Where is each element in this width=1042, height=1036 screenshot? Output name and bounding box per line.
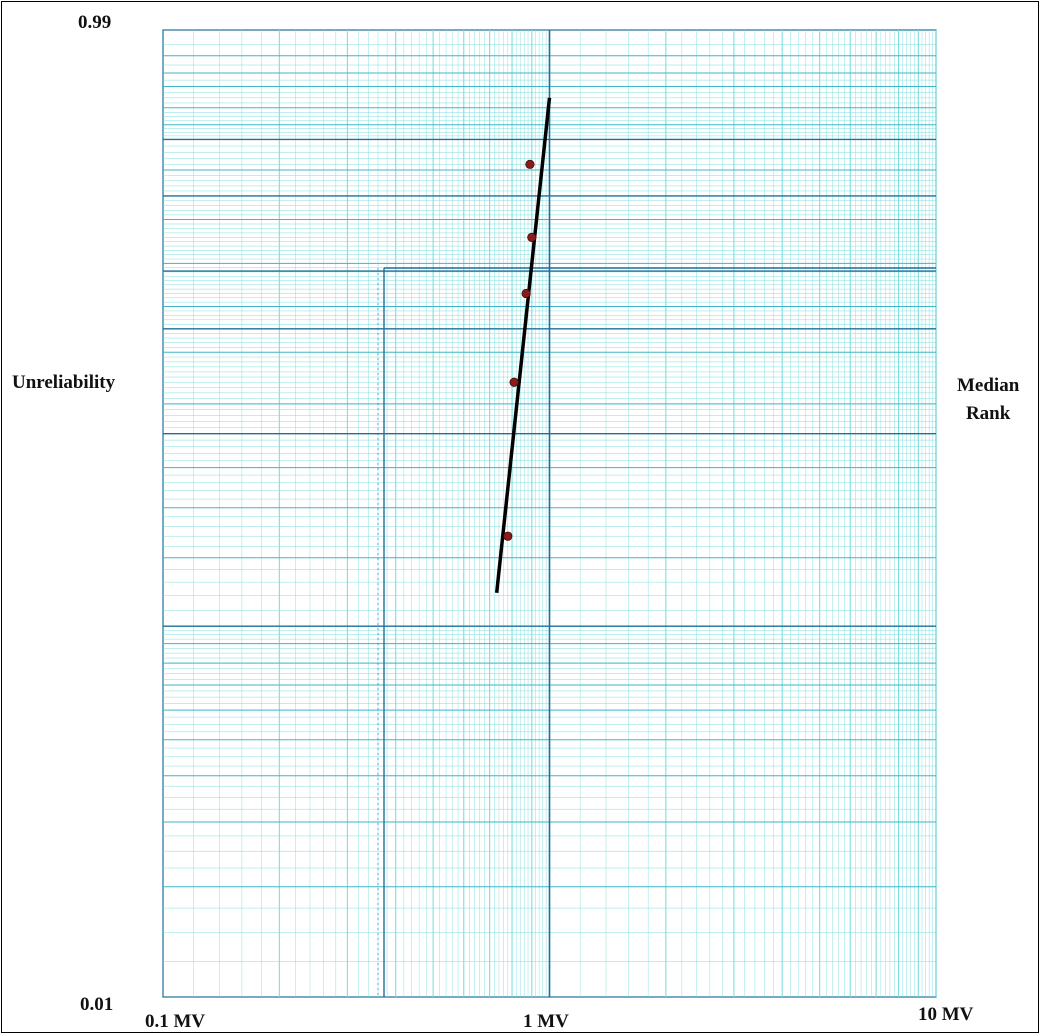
data-point-0 (503, 531, 513, 541)
fit-line-group (494, 97, 552, 594)
major-grid (163, 30, 936, 997)
x-tick-label-0: 0.1 MV (145, 1011, 206, 1032)
data-point-1 (509, 377, 519, 387)
y-tick-label-bottom: 0.01 (80, 994, 114, 1015)
x-tick-label-2: 10 MV (918, 1004, 974, 1025)
right-axis-title-line1: Median (957, 375, 1020, 396)
x-tick-label-1: 1 MV (523, 1011, 569, 1032)
data-point-4 (525, 159, 535, 169)
data-point-3 (527, 232, 537, 242)
y-axis-title: Unreliability (12, 372, 116, 393)
right-axis-title: Median Rank (957, 372, 1019, 428)
data-points (503, 159, 537, 541)
fit-line (494, 97, 552, 594)
y-tick-label-top: 0.99 (78, 12, 112, 33)
right-axis-title-line2: Rank (965, 403, 1011, 424)
data-point-2 (521, 288, 531, 299)
